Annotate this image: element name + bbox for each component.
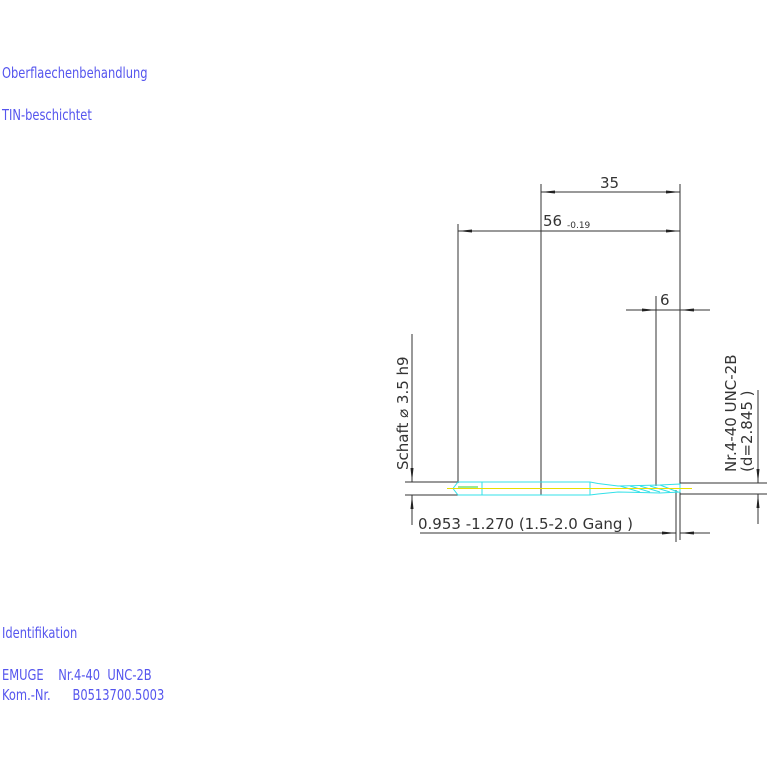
dim-6-text: 6 [660,291,670,309]
shank-label: Schaft ⌀ 3.5 h9 [394,356,412,470]
thread-label: Nr.4-40 UNC-2B [722,354,740,472]
dim-56-tolerance: -0.19 [567,221,591,231]
ident-line-2: Kom.-Nr. B0513700.5003 [2,686,165,704]
dim-35-text: 35 [600,174,619,192]
ident-line-1: EMUGE Nr.4-40 UNC-2B [2,666,152,684]
thread-diameter: (d=2.845 ) [738,390,756,472]
ident-heading: Identifikation [2,624,78,642]
dim-56-text: 56 [543,212,562,230]
surface-heading: Oberflaechenbehandlung [2,64,148,82]
surface-value: TIN-beschichtet [2,106,92,124]
chamfer-label: 0.953 -1.270 (1.5-2.0 Gang ) [418,515,633,533]
